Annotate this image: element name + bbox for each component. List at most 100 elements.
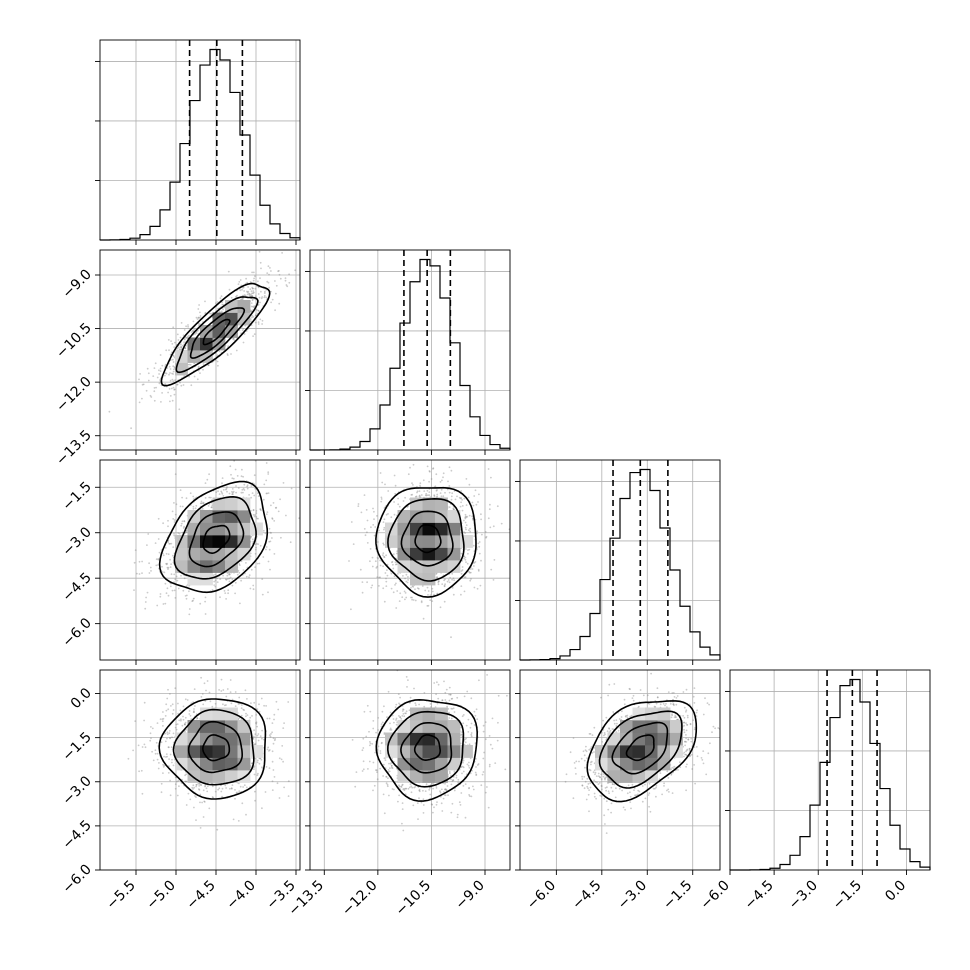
scatter-point [199, 793, 202, 796]
scatter-point [159, 354, 162, 356]
scatter-point [246, 698, 248, 700]
scatter-point [157, 558, 160, 560]
scatter-point [477, 568, 480, 571]
scatter-point [285, 514, 287, 517]
scatter-point [225, 695, 228, 698]
scatter-point [485, 536, 487, 539]
density-cell [447, 535, 461, 548]
scatter-point [442, 472, 445, 475]
density-cell [422, 510, 436, 523]
scatter-point [476, 587, 479, 590]
scatter-point [167, 688, 169, 691]
scatter-point [403, 590, 406, 593]
scatter-point [266, 272, 269, 274]
scatter-point [484, 721, 487, 723]
scatter-point [220, 310, 223, 313]
scatter-point [280, 758, 283, 761]
scatter-point [225, 598, 228, 600]
scatter-point [164, 383, 167, 386]
scatter-point [462, 770, 465, 773]
scatter-point [723, 726, 725, 728]
density-cell [422, 535, 436, 548]
scatter-point [460, 501, 462, 504]
scatter-point [472, 544, 475, 547]
scatter-point [253, 291, 255, 294]
scatter-point [276, 782, 279, 785]
contour-line [189, 307, 246, 359]
scatter-point [187, 325, 190, 328]
scatter-point [254, 543, 257, 546]
scatter-point [452, 508, 455, 511]
scatter-point [451, 578, 453, 581]
scatter-point [144, 607, 147, 610]
scatter-point [202, 816, 205, 818]
scatter-point [471, 518, 474, 521]
scatter-point [265, 296, 267, 299]
scatter-point [251, 538, 254, 541]
scatter-point [225, 578, 227, 581]
scatter-point [216, 581, 219, 584]
scatter-point [378, 529, 380, 532]
scatter-point [401, 783, 404, 786]
density-cell [212, 745, 226, 758]
scatter-point [405, 580, 408, 583]
scatter-point [230, 296, 233, 299]
scatter-point [482, 757, 485, 760]
scatter-point [208, 473, 211, 476]
scatter-point [424, 494, 427, 497]
scatter-point [238, 281, 241, 283]
scatter-point [668, 791, 670, 793]
scatter-point [435, 489, 438, 492]
scatter-point [615, 724, 618, 727]
histogram-3 [729, 678, 931, 871]
scatter-point [216, 301, 219, 303]
scatter-point [252, 292, 255, 295]
scatter-point [440, 488, 443, 491]
scatter-point [573, 762, 576, 764]
scatter-point [589, 747, 592, 750]
scatter-point [621, 789, 623, 792]
scatter-point [372, 761, 375, 764]
scatter-point [206, 478, 209, 481]
scatter-point [235, 295, 237, 298]
scatter-point [628, 687, 631, 690]
scatter-point [369, 710, 372, 713]
scatter-point [159, 595, 162, 598]
scatter-point [394, 492, 397, 495]
scatter-point [708, 703, 710, 706]
scatter-point [462, 714, 465, 716]
scatter-point [204, 311, 207, 314]
scatter-point [448, 485, 451, 487]
scatter-point [382, 775, 384, 777]
scatter-point [443, 680, 445, 683]
scatter-point [647, 794, 650, 796]
scatter-point [197, 329, 199, 332]
scatter-point [398, 505, 401, 508]
scatter-point [477, 501, 479, 503]
scatter-point [603, 732, 606, 734]
scatter-point [242, 491, 244, 494]
scatter-point [379, 564, 382, 567]
contour-line [611, 721, 669, 775]
scatter-point [652, 787, 655, 790]
scatter-point [163, 764, 166, 767]
scatter-point [153, 399, 156, 402]
scatter-point [200, 784, 203, 786]
scatter-point [608, 683, 611, 686]
scatter-point [192, 451, 194, 453]
scatter-point [448, 717, 451, 719]
scatter-point [416, 802, 419, 804]
scatter-point [395, 582, 397, 585]
scatter-point [437, 683, 440, 686]
scatter-point [617, 729, 620, 732]
scatter-point [278, 757, 281, 760]
scatter-point [164, 374, 166, 377]
scatter-point [229, 679, 232, 681]
scatter-point [232, 477, 235, 480]
scatter-point [589, 769, 592, 772]
scatter-point [201, 801, 204, 804]
scatter-point [462, 766, 465, 769]
scatter-point [182, 384, 185, 386]
scatter-point [436, 592, 439, 595]
scatter-point [268, 527, 271, 530]
